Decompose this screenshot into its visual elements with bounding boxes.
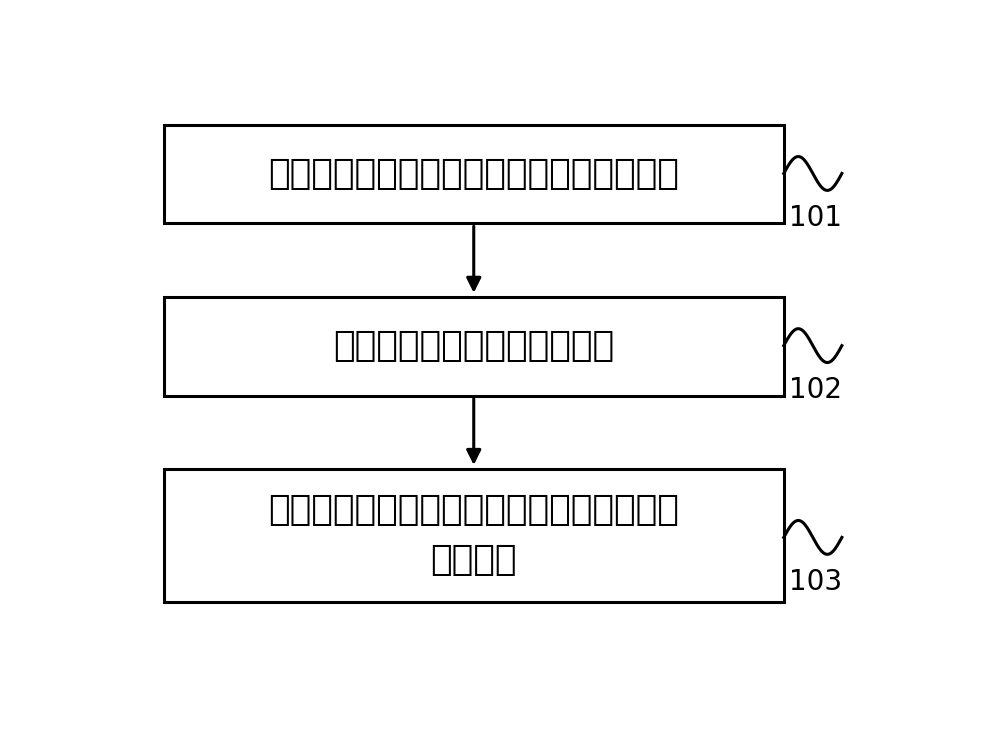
Text: 103: 103 <box>789 568 842 596</box>
Bar <box>164 469 784 602</box>
Bar <box>164 297 784 396</box>
Text: 确定目标设施所需的能源类型: 确定目标设施所需的能源类型 <box>333 329 614 363</box>
Text: 在目标设施的主路径之外，对目标设施布设
旁通路径: 在目标设施的主路径之外，对目标设施布设 旁通路径 <box>268 493 679 578</box>
Bar <box>164 125 784 224</box>
Text: 统计处于综合管廊的辐射区域内的目标设施: 统计处于综合管廊的辐射区域内的目标设施 <box>268 157 679 191</box>
Text: 101: 101 <box>789 204 842 232</box>
Text: 102: 102 <box>789 376 842 404</box>
